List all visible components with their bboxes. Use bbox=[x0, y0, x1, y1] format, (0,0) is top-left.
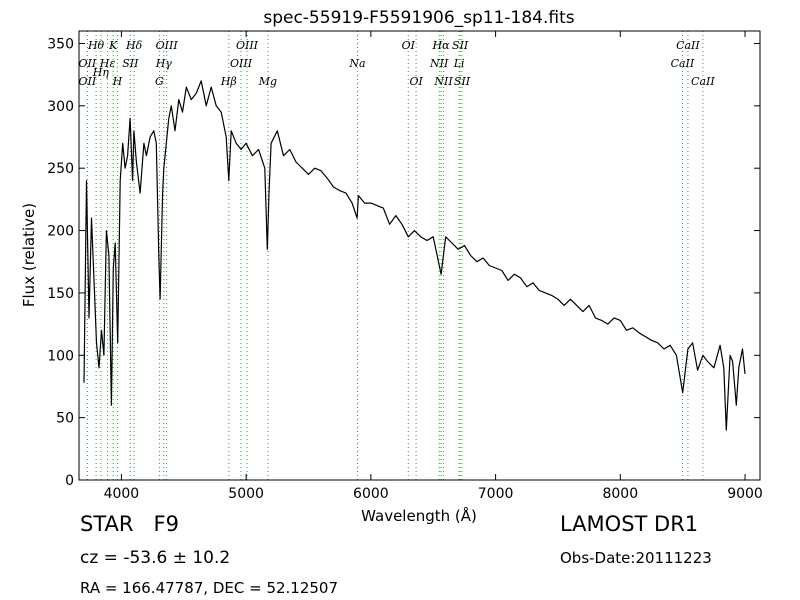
y-axis: 0 50 100 150 200 250 300 350 bbox=[47, 36, 760, 489]
y-axis-label: Flux (relative) bbox=[20, 203, 38, 307]
y-tick-label: 350 bbox=[47, 36, 74, 52]
marker-label: Hε bbox=[99, 57, 116, 70]
spectrum-line bbox=[83, 80, 746, 431]
y-tick-label: 0 bbox=[65, 473, 74, 489]
x-axis-label: Wavelength (Å) bbox=[361, 506, 477, 525]
spectral-line-markers bbox=[86, 31, 704, 480]
ra-dec-coordinates: RA = 166.47787, DEC = 52.12507 bbox=[80, 579, 339, 597]
marker-label: CaII bbox=[691, 75, 715, 88]
marker-label: OIII bbox=[236, 39, 259, 52]
survey-label: LAMOST DR1 bbox=[560, 512, 699, 536]
marker-label: OI bbox=[409, 75, 423, 88]
x-tick-label: 6000 bbox=[353, 486, 389, 502]
x-axis: 4000 5000 6000 7000 8000 9000 bbox=[104, 31, 763, 502]
marker-label: NII bbox=[429, 57, 449, 70]
marker-label: G bbox=[155, 75, 164, 88]
marker-label: Hγ bbox=[155, 57, 173, 70]
y-tick-label: 200 bbox=[47, 224, 74, 240]
redshift-cz: cz = -53.6 ± 10.2 bbox=[80, 548, 231, 568]
marker-label: CaII bbox=[671, 57, 695, 70]
marker-label: OIII bbox=[230, 57, 253, 70]
marker-label: OII bbox=[78, 57, 96, 70]
marker-label: Na bbox=[348, 57, 365, 70]
y-tick-label: 150 bbox=[47, 286, 74, 302]
marker-label: SII bbox=[454, 75, 471, 88]
marker-label: SII bbox=[122, 57, 139, 70]
object-class: STAR F9 bbox=[80, 512, 179, 536]
x-tick-label: 7000 bbox=[478, 486, 514, 502]
marker-label: Hδ bbox=[125, 39, 143, 52]
marker-label: NII bbox=[433, 75, 453, 88]
y-tick-label: 300 bbox=[47, 99, 74, 115]
marker-label: Mg bbox=[258, 75, 277, 88]
x-tick-label: 4000 bbox=[104, 486, 140, 502]
marker-label: Hη bbox=[92, 66, 110, 79]
marker-label: H bbox=[112, 75, 123, 88]
x-tick-label: 9000 bbox=[727, 486, 763, 502]
marker-label: OIII bbox=[156, 39, 179, 52]
x-tick-label: 5000 bbox=[228, 486, 264, 502]
marker-label: Li bbox=[453, 57, 465, 70]
marker-label: K bbox=[108, 39, 118, 52]
y-tick-label: 100 bbox=[47, 348, 74, 364]
chart-title: spec-55919-F5591906_sp11-184.fits bbox=[263, 8, 574, 28]
y-tick-label: 50 bbox=[56, 411, 74, 427]
plot-frame bbox=[78, 30, 761, 481]
marker-label: SII bbox=[452, 39, 469, 52]
marker-label: Hθ bbox=[87, 39, 105, 52]
y-tick-label: 250 bbox=[47, 161, 74, 177]
marker-label: CaII bbox=[676, 39, 700, 52]
marker-label: OII bbox=[78, 75, 96, 88]
marker-label: Hα bbox=[432, 39, 451, 52]
marker-label: OI bbox=[402, 39, 416, 52]
marker-label: Hβ bbox=[220, 75, 237, 88]
x-tick-label: 8000 bbox=[602, 486, 638, 502]
observation-date: Obs-Date:20111223 bbox=[560, 549, 712, 567]
